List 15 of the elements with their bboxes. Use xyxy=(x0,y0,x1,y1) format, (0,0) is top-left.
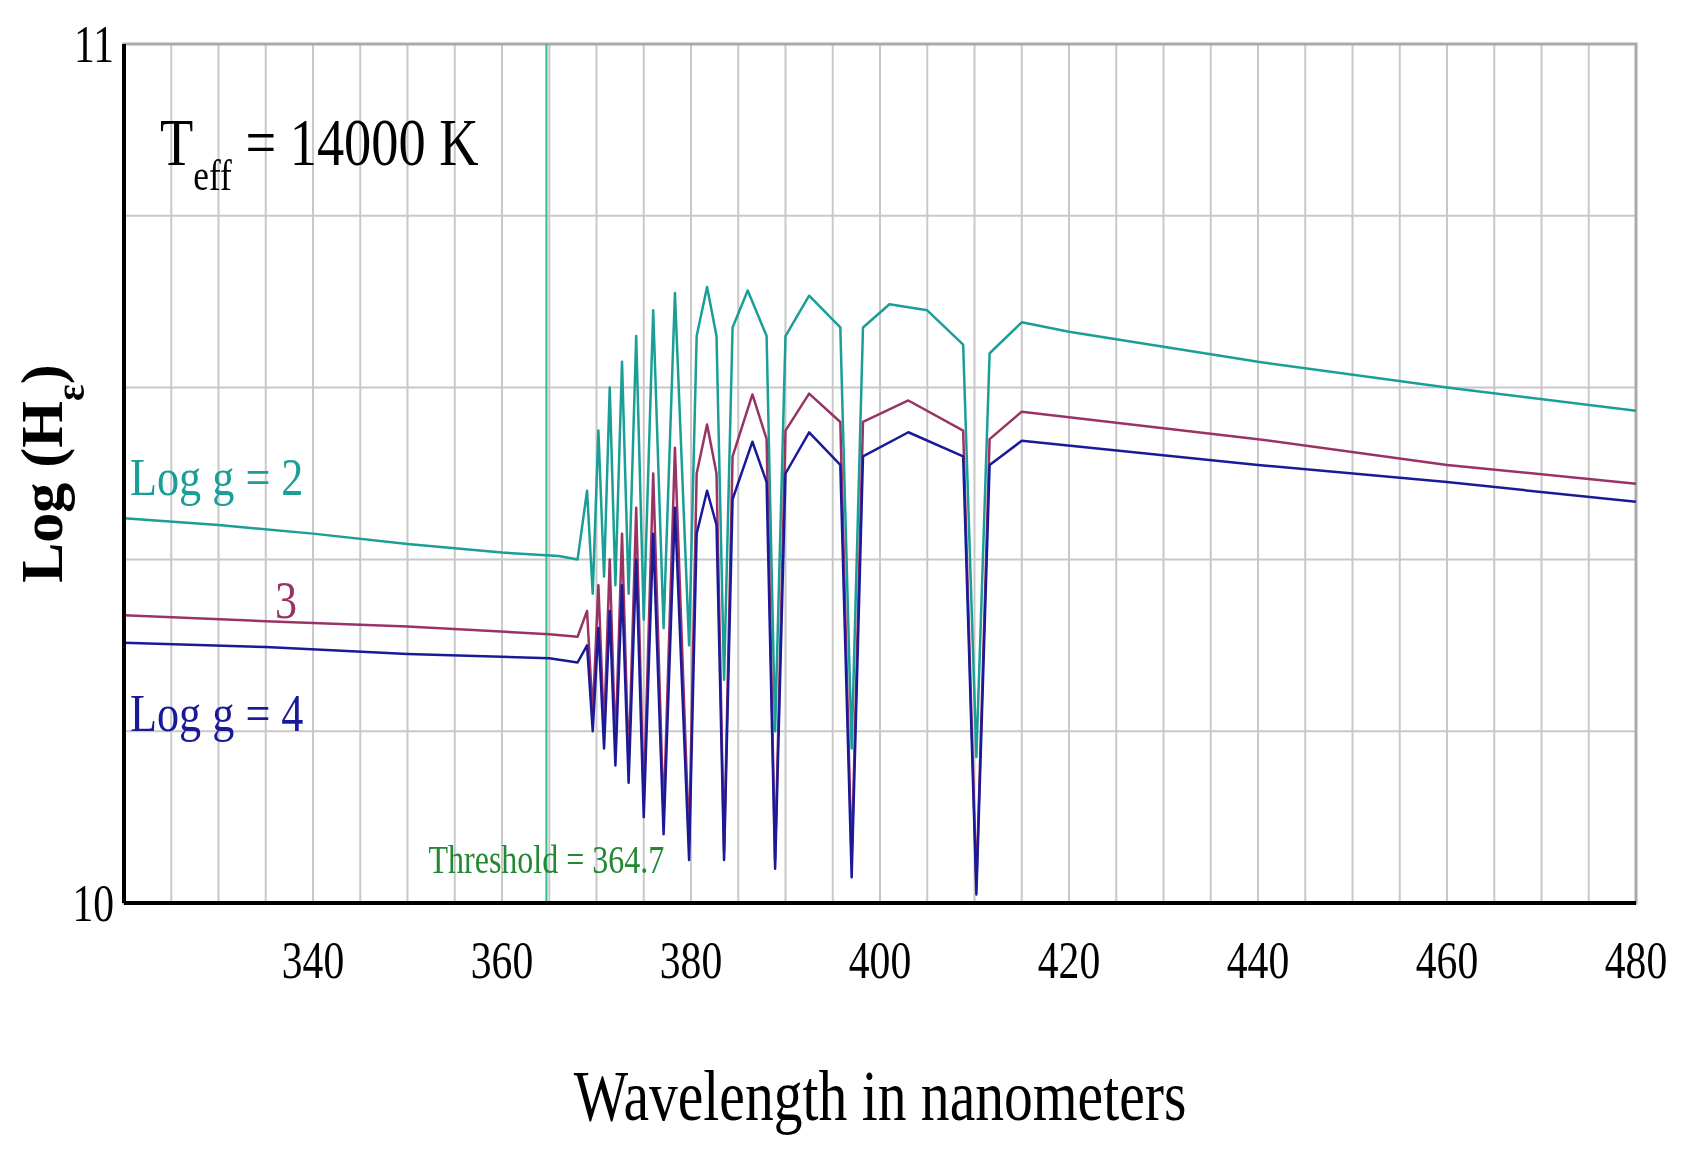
x-tick-label: 400 xyxy=(848,931,912,990)
x-axis-title: Wavelength in nanometers xyxy=(573,1055,1187,1136)
x-tick-label: 480 xyxy=(1604,931,1668,990)
series-label: 3 xyxy=(274,571,298,629)
x-tick-label: 460 xyxy=(1415,931,1479,990)
y-tick-label: 11 xyxy=(73,15,114,74)
x-tick-label: 360 xyxy=(470,931,534,990)
annotation: T$_{eff}$ = 14000 K xyxy=(160,104,479,200)
series-label: Log g = 4 xyxy=(130,684,304,742)
x-tick-label: 380 xyxy=(659,931,723,990)
x-tick-label: 440 xyxy=(1226,931,1290,990)
series-label: Log g = 2 xyxy=(130,448,304,506)
x-tick-label: 420 xyxy=(1037,931,1101,990)
y-tick-label: 10 xyxy=(72,874,114,933)
x-tick-label: 340 xyxy=(281,931,345,990)
